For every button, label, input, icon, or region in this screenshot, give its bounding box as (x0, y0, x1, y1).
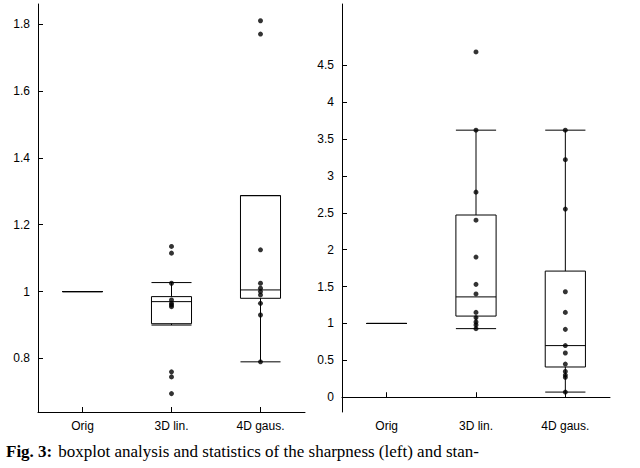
svg-text:0.5: 0.5 (317, 353, 334, 367)
svg-text:0.8: 0.8 (13, 351, 30, 365)
svg-text:1.2: 1.2 (13, 218, 30, 232)
html-text:Fig. 3: boxplot analysis and s: Fig. 3: boxplot analysis and statistics … (6, 442, 479, 461)
svg-text:0: 0 (327, 390, 334, 404)
svg-text:2: 2 (327, 243, 334, 257)
svg-text:3.5: 3.5 (317, 132, 334, 146)
svg-text:4.5: 4.5 (317, 58, 334, 72)
svg-text:1.4: 1.4 (13, 151, 30, 165)
svg-text:1: 1 (327, 316, 334, 330)
svg-text:4D gaus.: 4D gaus. (541, 419, 589, 433)
svg-text:1.8: 1.8 (13, 17, 30, 31)
svg-text:3D lin.: 3D lin. (154, 419, 188, 433)
svg-text:4: 4 (327, 95, 334, 109)
svg-text:Orig: Orig (71, 419, 94, 433)
svg-text:1: 1 (23, 285, 30, 299)
svg-text:4D gaus.: 4D gaus. (236, 419, 284, 433)
svg-text:3: 3 (327, 169, 334, 183)
svg-text:Orig: Orig (375, 419, 398, 433)
svg-text:3D lin.: 3D lin. (459, 419, 493, 433)
svg-text:1.5: 1.5 (317, 280, 334, 294)
svg-text:2.5: 2.5 (317, 206, 334, 220)
svg-text:1.6: 1.6 (13, 84, 30, 98)
